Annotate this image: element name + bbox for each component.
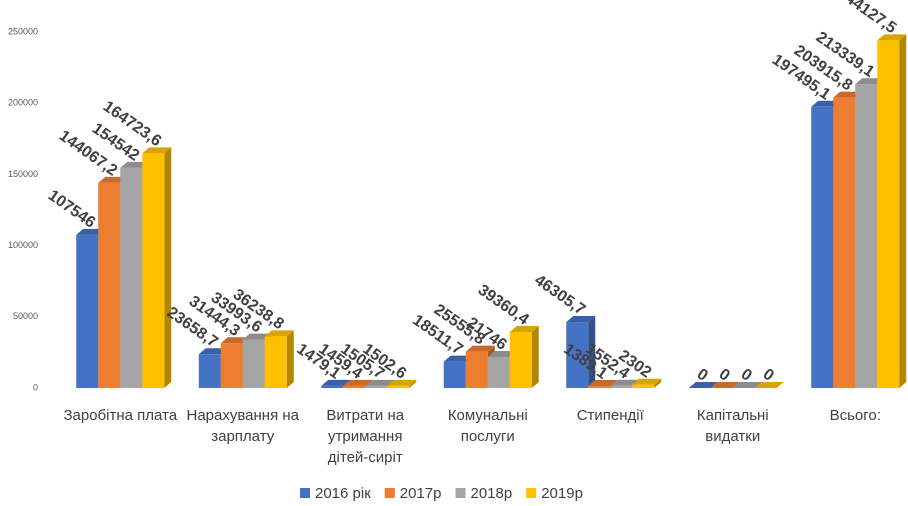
bar [343,385,366,388]
bar-top [509,325,539,332]
bar [588,386,611,388]
legend-swatch [455,488,466,498]
bar-top [588,380,618,387]
bar-top [142,147,172,154]
x-tick-label: Нарахування на зарплату [186,407,300,445]
bar-top [264,330,294,337]
y-tick-label: 100000 [8,240,38,250]
bar [198,354,221,388]
bar-side [164,147,172,388]
bar-top [387,379,417,386]
data-label: 0 [716,366,733,385]
y-tick-label: 200000 [8,98,38,108]
bar [811,106,834,389]
bar [443,361,466,388]
y-tick-label: 150000 [8,169,38,179]
bar [566,322,589,388]
legend-swatch [300,488,310,498]
bar-top [833,91,863,98]
bar-top [632,378,662,385]
bar-top [877,34,907,41]
bar [465,351,488,388]
bar [365,385,388,388]
bar [220,343,243,388]
bar-top [120,161,150,168]
data-label: 0 [694,366,711,385]
bar-top [811,100,841,107]
bar-top [443,355,473,362]
x-tick-label: Витрати на утримання дітей-сиріт [326,407,405,466]
x-tick-label: Капітальні видатки [696,407,769,445]
bar-top [855,78,885,85]
x-tick-label: Всього: [829,407,881,424]
bar [76,234,99,388]
bar-top [76,228,106,235]
bar [321,385,344,388]
bar [833,97,856,388]
bar [509,331,532,388]
bar-side [654,378,662,388]
bar [120,167,143,388]
bar-top [710,382,740,388]
bar [98,182,121,388]
bar-top [98,176,128,183]
bar [877,40,900,389]
bar-top [754,382,784,388]
bar-top [220,337,250,344]
bar-top [487,351,517,358]
y-tick-label: 0 [33,382,38,392]
bar-side [899,34,907,389]
bar-side [409,379,417,388]
bar-top [610,379,640,386]
y-tick-label: 250000 [8,26,38,36]
legend-swatch [384,488,395,498]
bar-top [365,379,395,386]
bar-side [286,330,294,388]
bar [855,84,878,388]
legend-label: 2016 рік [315,485,371,502]
data-label: 0 [760,366,777,385]
x-tick-label: Стипендії [576,407,644,424]
legend-swatch [526,488,537,498]
data-label: 244127,5 [835,0,900,37]
y-tick-label: 50000 [13,311,38,321]
bar [387,385,410,388]
bar-side [588,316,596,388]
bar [610,385,633,388]
legend-label: 2019р [541,485,583,502]
bar-top [198,348,228,355]
legend-label: 2018р [471,485,513,502]
data-label: 0 [738,366,755,385]
x-tick-label: Заробітна плата [63,407,178,424]
bar-top [242,333,272,340]
bar-side [531,325,539,388]
bar [142,153,165,388]
data-label: 46305,7 [531,272,588,319]
data-label: 107546 [45,187,99,232]
bar [242,339,265,388]
bar-top [465,345,495,352]
bar-top [688,382,718,388]
bar-top [566,316,596,323]
bar-top [343,379,373,386]
x-tick-label: Комунальні послуги [447,407,528,445]
legend-label: 2017р [400,485,442,502]
bar-top [732,382,762,388]
bar-top [321,379,351,386]
bar [632,384,655,388]
bar [487,357,510,388]
bar [264,336,287,388]
